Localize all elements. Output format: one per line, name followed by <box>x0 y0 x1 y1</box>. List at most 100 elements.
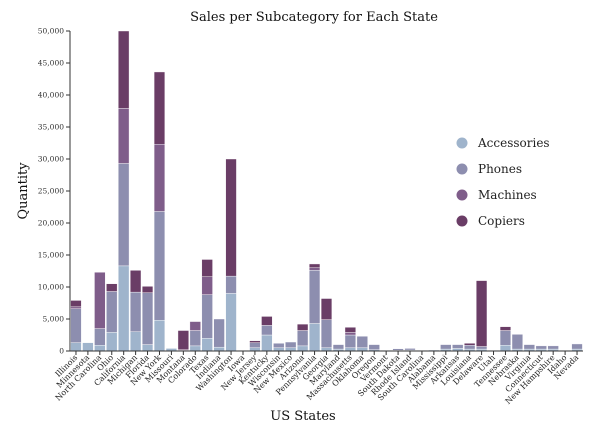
legend-label: Machines <box>478 188 537 202</box>
bar-segment <box>535 345 547 350</box>
bar-segment <box>94 345 106 352</box>
bar-segment <box>130 291 142 332</box>
bar-segment <box>118 108 130 164</box>
bar-segment <box>106 283 118 292</box>
bar-segment <box>189 321 201 331</box>
bar-segment <box>141 286 154 293</box>
bar-segment <box>225 275 237 294</box>
legend-swatch <box>456 137 468 149</box>
legend-swatch <box>456 163 468 175</box>
bar-segment <box>320 298 333 320</box>
bar-segment <box>332 344 344 350</box>
legend-label: Accessories <box>477 136 550 150</box>
y-axis: 0 5,000 10,000 15,000 20,000 25,000 30,000 35,0… <box>38 27 71 356</box>
legend-label: Copiers <box>478 214 525 228</box>
y-tick-label: 15,000 <box>38 251 64 260</box>
y-tick-label: 5,000 <box>43 315 65 324</box>
bar-segment <box>153 211 166 321</box>
bar-segment <box>261 316 273 326</box>
y-tick-label: 0 <box>59 347 64 356</box>
bar-segment <box>297 323 309 331</box>
bar-segment <box>70 342 82 352</box>
bar-segment <box>213 346 225 352</box>
bar-segment <box>547 345 559 350</box>
bar-segment <box>309 323 321 352</box>
bar-segment <box>344 334 356 349</box>
bar-segment <box>70 308 82 343</box>
bar-segment <box>499 330 512 346</box>
bar-segment <box>440 344 452 350</box>
bar-segment <box>189 345 201 352</box>
bar-segment <box>452 344 464 349</box>
bar-segment <box>261 325 273 336</box>
y-tick-label: 10,000 <box>38 283 64 292</box>
bar-segment <box>309 267 321 271</box>
bar-segment <box>511 334 523 350</box>
chart-title: Sales per Subcategory for Each State <box>190 10 438 25</box>
bar-segment <box>261 334 273 352</box>
y-axis-title: Quantity <box>16 162 31 220</box>
bar-segment <box>201 294 213 339</box>
bar-segment <box>201 276 213 295</box>
bar-segment <box>118 163 130 267</box>
bar-segment <box>118 265 130 352</box>
bar-segment <box>249 340 261 343</box>
bar-segment <box>177 330 189 350</box>
bar-segment <box>499 326 512 331</box>
bar-segment <box>404 348 416 351</box>
bar-segment <box>189 330 201 347</box>
bar-segment <box>356 336 368 348</box>
legend-swatch <box>456 189 468 201</box>
bar-segment <box>201 259 213 277</box>
y-tick-label: 50,000 <box>38 27 64 36</box>
bar-segment <box>344 332 356 336</box>
bar-segment <box>476 346 488 350</box>
bar-segment <box>118 30 130 109</box>
bar-segment <box>70 300 82 308</box>
y-tick-label: 20,000 <box>38 219 64 228</box>
bar-segment <box>273 343 285 349</box>
bar-segment <box>297 330 309 347</box>
bar-segment <box>201 338 213 352</box>
bar-segment <box>225 293 237 352</box>
bar-segment <box>141 292 154 345</box>
bar-segment <box>106 332 118 352</box>
bar-segment <box>213 318 225 348</box>
bar-segment <box>464 343 476 346</box>
bar-segment <box>309 263 321 268</box>
legend-label: Phones <box>478 162 522 176</box>
bar-segment <box>130 270 142 293</box>
bar-segment <box>153 320 166 352</box>
bar-segment <box>499 345 512 352</box>
y-tick-label: 45,000 <box>38 59 64 68</box>
bar-segment <box>82 342 94 352</box>
y-tick-label: 35,000 <box>38 123 64 132</box>
bar-segment <box>153 71 166 145</box>
bar-segment <box>249 342 261 348</box>
legend-swatch <box>456 215 468 227</box>
bar-segment <box>141 344 154 352</box>
bar-segment <box>309 270 321 324</box>
x-axis-title: US States <box>270 409 335 424</box>
bar-segment <box>130 331 142 352</box>
bar-segment <box>344 327 356 333</box>
legend: Accessories Phones Machines Copiers <box>456 136 550 228</box>
bar-segment <box>106 291 118 333</box>
bar-segment <box>571 343 583 350</box>
bar-segment <box>368 344 380 350</box>
bar-segment <box>320 319 333 349</box>
bar-segment <box>225 158 237 277</box>
y-tick-label: 30,000 <box>38 155 64 164</box>
bar-segment <box>153 144 166 212</box>
bar-segment <box>94 328 106 346</box>
y-tick-label: 25,000 <box>38 187 64 196</box>
bar-segment <box>523 344 535 350</box>
bar-segment <box>297 345 309 352</box>
bar-segment <box>392 348 404 351</box>
bar-segment <box>70 306 82 309</box>
bar-segment <box>464 345 476 350</box>
bar-segment <box>476 280 488 347</box>
